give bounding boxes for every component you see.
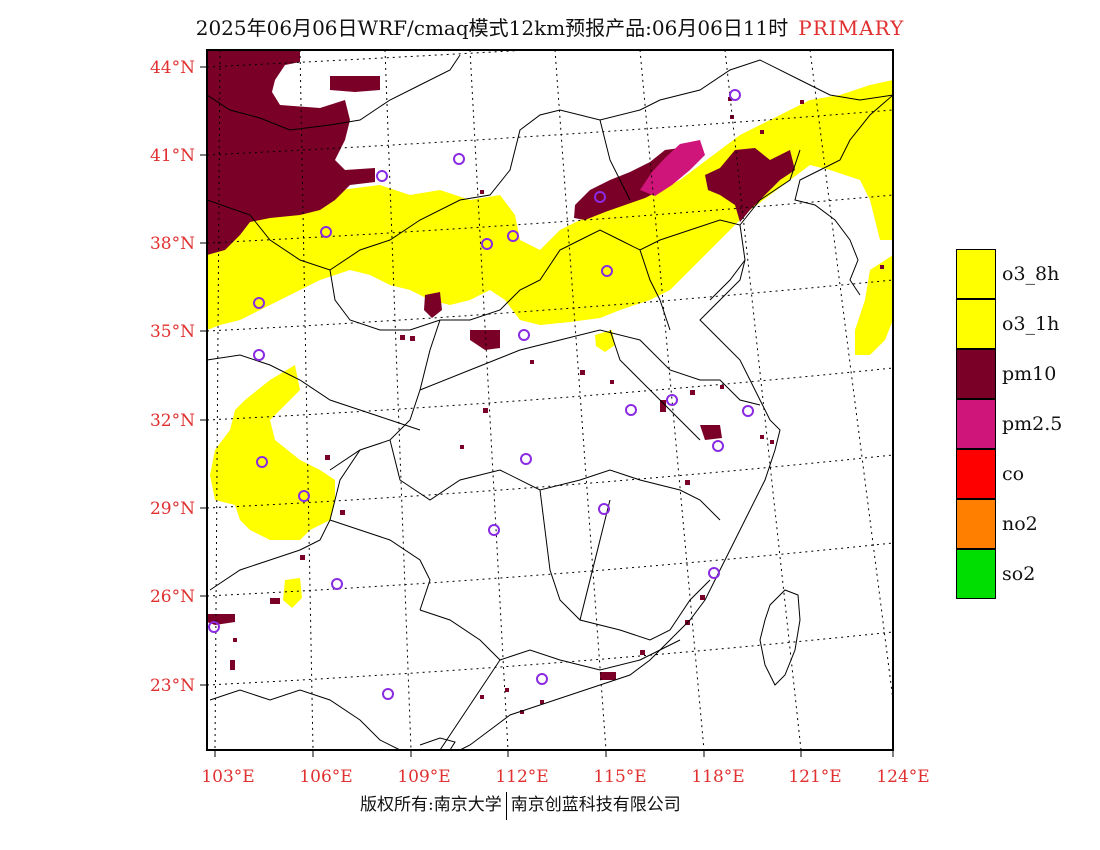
lat-label: 32°N [150,411,195,431]
legend-item-so2: so2 [956,549,1096,599]
lat-label: 26°N [150,587,195,607]
lat-label: 29°N [150,499,195,519]
lat-label: 41°N [150,146,195,166]
legend-item-co: co [956,449,1096,499]
copyright-left: 版权所有:南京大学 [360,795,502,815]
lon-label: 115°E [593,767,646,787]
legend: o3_8h o3_1h pm10 pm2.5 co no2 so2 [956,249,1096,599]
legend-item-o3-1h: o3_1h [956,299,1096,349]
legend-item-no2: no2 [956,499,1096,549]
legend-label: o3_1h [1002,313,1060,335]
lon-label: 112°E [495,767,548,787]
legend-label: o3_8h [1002,263,1060,285]
lon-label: 103°E [201,767,254,787]
lat-label: 38°N [150,234,195,254]
longitude-labels: 103°E 106°E 109°E 112°E 115°E 118°E 121°… [201,767,929,787]
lat-label: 44°N [150,58,195,78]
legend-label: no2 [1002,513,1038,535]
latitude-labels: 44°N 41°N 38°N 35°N 32°N 29°N 26°N 23°N [150,58,195,696]
tick-marks [200,66,894,757]
legend-label: pm2.5 [1002,413,1063,435]
map-title: 2025年06月06日WRF/cmaq模式12km预报产品:06月06日11时 P… [0,12,1100,41]
legend-swatch [956,449,996,499]
copyright-right: 南京创蓝科技有限公司 [510,795,681,815]
legend-item-pm25: pm2.5 [956,399,1096,449]
copyright: 版权所有:南京大学 南京创蓝科技有限公司 [360,790,681,820]
legend-label: co [1002,463,1025,485]
legend-swatch [956,249,996,299]
title-main: 2025年06月06日WRF/cmaq模式12km预报产品:06月06日11时 [195,16,789,40]
lon-label: 121°E [788,767,841,787]
legend-item-o3-8h: o3_8h [956,249,1096,299]
pm25-region [640,140,705,196]
lon-label: 124°E [876,767,929,787]
title-tag: PRIMARY [798,16,905,40]
legend-label: pm10 [1002,363,1057,385]
legend-swatch [956,399,996,449]
legend-swatch [956,349,996,399]
lat-label: 35°N [150,322,195,342]
legend-label: so2 [1002,563,1036,585]
coastline [419,94,893,750]
province-boundaries [207,54,893,750]
lon-label: 106°E [299,767,352,787]
station-circles [208,89,754,700]
lon-label: 109°E [397,767,450,787]
lat-label: 23°N [150,676,195,696]
o3-region [207,80,893,608]
map-frame [206,49,894,751]
legend-item-pm10: pm10 [956,349,1096,399]
legend-swatch [956,499,996,549]
copyright-separator [505,791,507,820]
graticule [207,50,893,750]
legend-swatch [956,549,996,599]
legend-swatch [956,299,996,349]
lon-label: 118°E [691,767,744,787]
